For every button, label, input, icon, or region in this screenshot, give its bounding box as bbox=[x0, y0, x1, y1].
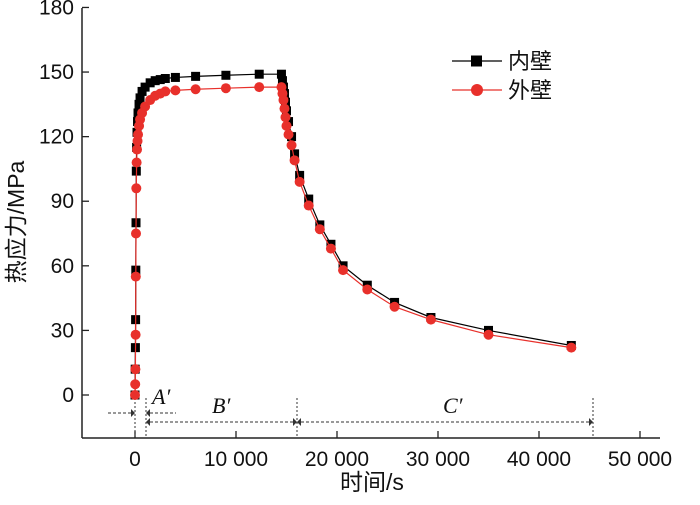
y-axis-title: 热应力/MPa bbox=[3, 160, 29, 283]
y-tick-label-90: 90 bbox=[51, 190, 74, 213]
phase-label-a: A′ bbox=[150, 384, 171, 409]
series-1-point-32 bbox=[294, 176, 305, 187]
legend-label-inner: 内壁 bbox=[508, 49, 552, 74]
series-1-point-21 bbox=[220, 83, 231, 94]
phase-annotations: A′ B′ C′ bbox=[108, 384, 594, 438]
series-0-point-16 bbox=[150, 76, 160, 86]
series-0-point-12 bbox=[135, 93, 145, 103]
series-0-point-17 bbox=[155, 75, 165, 85]
series-1-point-25 bbox=[278, 95, 289, 106]
phase-c-arrowhead-right bbox=[589, 418, 593, 426]
series-0-point-32 bbox=[295, 170, 305, 180]
x-tick-label-50000: 50 000 bbox=[608, 448, 672, 471]
legend-marker-outer bbox=[471, 84, 483, 96]
y-tick-label-150: 150 bbox=[39, 61, 74, 84]
y-tick-label-180: 180 bbox=[39, 0, 74, 19]
series-0-point-18 bbox=[160, 74, 170, 84]
series-1-point-40 bbox=[483, 329, 494, 340]
x-axis-title: 时间/s bbox=[340, 469, 404, 495]
series-0-point-11 bbox=[134, 99, 144, 109]
series-0-point-19 bbox=[170, 72, 180, 82]
series-line-0 bbox=[134, 73, 572, 396]
x-tick-label-30000: 30 000 bbox=[406, 448, 470, 471]
series-1-point-34 bbox=[314, 224, 325, 235]
series-1-point-29 bbox=[283, 129, 294, 140]
y-tick-label-30: 30 bbox=[51, 319, 74, 342]
phase-c-arrowhead-left bbox=[297, 418, 301, 426]
series-0 bbox=[130, 69, 576, 400]
series-1-point-37 bbox=[362, 284, 373, 295]
series-1-point-31 bbox=[289, 155, 300, 166]
series-1-point-38 bbox=[389, 301, 400, 312]
series-1-point-30 bbox=[286, 140, 297, 151]
series-1-point-27 bbox=[280, 112, 291, 123]
legend-marker-inner bbox=[471, 55, 482, 67]
series-0-point-21 bbox=[221, 70, 231, 80]
series-0-point-33 bbox=[304, 194, 314, 204]
y-ticks: 0 30 60 90 120 150 180 bbox=[39, 0, 89, 407]
series-1-point-2 bbox=[130, 364, 141, 375]
series-1-point-33 bbox=[303, 200, 314, 211]
series-0-point-31 bbox=[290, 149, 300, 159]
series-1-point-6 bbox=[131, 183, 142, 194]
series-0-point-24 bbox=[277, 76, 287, 86]
y-tick-label-60: 60 bbox=[51, 255, 74, 278]
phase-label-b: B′ bbox=[212, 393, 231, 418]
legend-label-outer: 外壁 bbox=[508, 78, 552, 103]
series-0-point-14 bbox=[140, 82, 150, 92]
x-tick-label-20000: 20 000 bbox=[305, 448, 369, 471]
series-1-point-18 bbox=[160, 86, 171, 97]
series-0-point-15 bbox=[145, 78, 155, 88]
phase-label-c: C′ bbox=[443, 393, 464, 418]
series-1-point-10 bbox=[133, 129, 144, 140]
series-1-point-8 bbox=[132, 144, 143, 155]
series-1-point-28 bbox=[281, 120, 292, 131]
series-1-point-20 bbox=[190, 84, 201, 95]
x-tick-label-40000: 40 000 bbox=[507, 448, 571, 471]
series-1 bbox=[130, 82, 577, 400]
series-1-point-36 bbox=[338, 265, 349, 276]
series-1-point-22 bbox=[254, 82, 265, 93]
phase-a-arrowhead-left bbox=[131, 409, 135, 417]
x-tick-label-0: 0 bbox=[129, 448, 141, 471]
phase-b-arrowhead-left bbox=[146, 418, 150, 426]
x-tick-label-10000: 10 000 bbox=[204, 448, 268, 471]
series-1-point-26 bbox=[279, 103, 290, 114]
series-1-point-4 bbox=[130, 271, 141, 282]
phase-b-arrowhead-right bbox=[293, 418, 297, 426]
series-1-point-7 bbox=[131, 157, 142, 168]
legend: 内壁 外壁 bbox=[452, 49, 552, 103]
series-1-point-0 bbox=[130, 390, 140, 400]
series-1-point-19 bbox=[170, 85, 181, 96]
axes bbox=[81, 8, 660, 439]
series-0-point-23 bbox=[276, 69, 286, 79]
series-0-point-20 bbox=[191, 71, 201, 81]
series-layer bbox=[130, 69, 577, 400]
series-1-point-1 bbox=[130, 379, 141, 390]
series-1-point-39 bbox=[425, 314, 436, 325]
series-1-point-5 bbox=[131, 228, 142, 239]
y-tick-label-0: 0 bbox=[62, 384, 74, 407]
series-1-point-35 bbox=[325, 243, 336, 254]
series-line-1 bbox=[134, 86, 572, 396]
series-1-point-3 bbox=[130, 329, 141, 340]
phase-a-arrowhead-right bbox=[146, 409, 150, 417]
y-tick-label-120: 120 bbox=[39, 126, 74, 149]
x-ticks: 0 10 000 20 000 30 000 40 000 50 000 bbox=[129, 431, 672, 471]
series-1-point-41 bbox=[566, 342, 577, 353]
series-0-point-22 bbox=[254, 69, 264, 79]
